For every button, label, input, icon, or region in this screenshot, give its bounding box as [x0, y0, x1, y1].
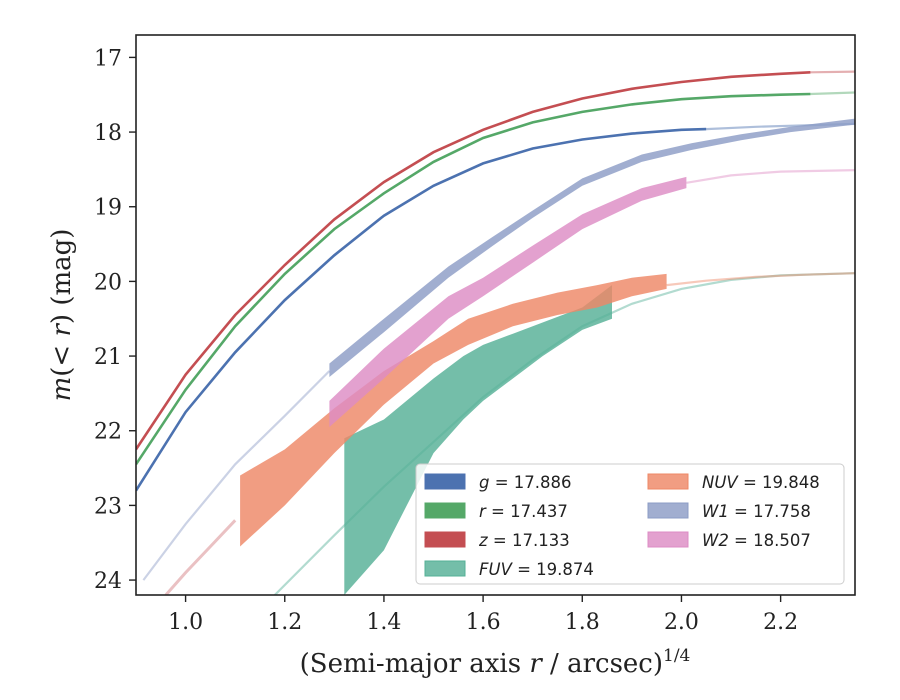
- legend-swatch: [424, 502, 466, 519]
- legend-item-g: g = 17.886: [424, 473, 572, 492]
- series-z-extension: [810, 70, 855, 74]
- legend-item-z: z = 17.133: [424, 531, 570, 550]
- y-tick-label: 18: [94, 121, 122, 146]
- legend-label: W1 = 17.758: [702, 502, 811, 521]
- x-tick-label: 1.2: [267, 610, 302, 635]
- legend-label: r = 17.437: [479, 502, 568, 521]
- y-tick-label: 21: [94, 345, 122, 370]
- series-r-extension: [810, 91, 855, 96]
- series-nuv-band: [240, 273, 667, 547]
- legend-label: NUV = 19.848: [702, 473, 820, 492]
- series-z-faint-segment: [164, 519, 237, 595]
- lines: [136, 71, 811, 492]
- legend: g = 17.886 r = 17.437 z = 17.133 FUV = 19.8…: [415, 463, 845, 585]
- y-tick-label: 24: [94, 569, 122, 594]
- series-nuv-extension: [666, 272, 855, 287]
- legend-swatch: [647, 531, 689, 548]
- legend-label: z = 17.133: [478, 531, 570, 550]
- series-z-line: [136, 71, 811, 451]
- x-tick-label: 1.8: [565, 610, 600, 635]
- x-ticks: 1.0 1.2 1.4 1.6 1.8 2.0 2.2: [168, 595, 798, 635]
- legend-item-w1: W1 = 17.758: [647, 502, 811, 521]
- y-ticks: 17 18 19 20 21 22 23 24: [94, 46, 136, 594]
- series-g-line: [136, 127, 707, 492]
- x-tick-label: 1.4: [366, 610, 401, 635]
- legend-item-fuv: FUV = 19.874: [424, 560, 594, 579]
- x-tick-label: 1.6: [466, 610, 501, 635]
- legend-item-r: r = 17.437: [424, 502, 568, 521]
- legend-swatch: [424, 560, 466, 577]
- plot-frame: [135, 34, 856, 596]
- y-tick-label: 20: [94, 270, 122, 295]
- series-fuv-band: [344, 285, 612, 595]
- y-axis-label: m(< r) (mag): [47, 229, 77, 402]
- y-tick-label: 22: [94, 420, 122, 445]
- y-tick-label: 17: [94, 46, 122, 71]
- x-tick-label: 1.0: [168, 610, 203, 635]
- x-tick-label: 2.0: [664, 610, 699, 635]
- series-r-line: [136, 92, 811, 466]
- legend-swatch: [424, 531, 466, 548]
- legend-item-nuv: NUV = 19.848: [647, 473, 820, 492]
- legend-item-w2: W2 = 18.507: [647, 531, 811, 550]
- legend-label: FUV = 19.874: [479, 560, 594, 579]
- legend-swatch: [424, 473, 466, 490]
- series-w1-extension: [142, 370, 331, 581]
- series-w2-extension: [686, 169, 855, 184]
- bands: [240, 118, 855, 595]
- x-tick-label: 2.2: [763, 610, 798, 635]
- legend-swatch: [647, 502, 689, 519]
- legend-frame: [415, 463, 845, 585]
- legend-label: W2 = 18.507: [702, 531, 811, 550]
- x-axis-label: (Semi-major axis r / arcsec)1/4: [300, 646, 691, 679]
- y-tick-label: 23: [94, 494, 122, 519]
- plot-area: [136, 70, 855, 595]
- y-tick-label: 19: [94, 196, 122, 221]
- legend-label: g = 17.886: [479, 473, 572, 492]
- legend-swatch: [647, 473, 689, 490]
